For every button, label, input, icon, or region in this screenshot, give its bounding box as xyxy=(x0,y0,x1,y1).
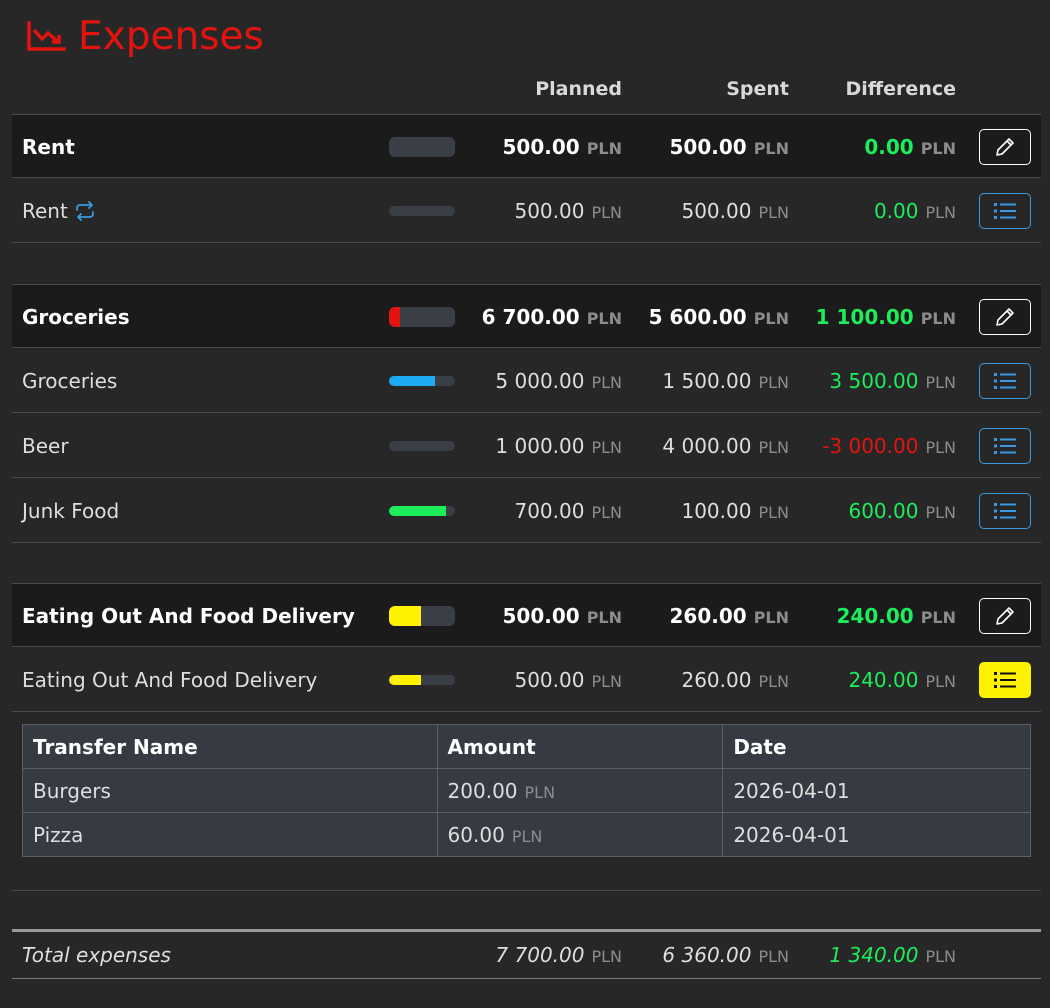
expense-difference: 3 500.00 PLN xyxy=(829,369,956,393)
hide-transfers-button[interactable] xyxy=(979,662,1031,698)
category-planned: 6 700.00 PLN xyxy=(481,305,622,329)
total-spent: 6 360.00 PLN xyxy=(662,943,789,967)
transfer-date: 2026-04-01 xyxy=(722,768,1031,813)
transfer-amount: 200.00 PLN xyxy=(436,768,724,813)
transfers-table: Transfer Name Amount Date Burgers 200.00… xyxy=(22,724,1031,857)
pencil-icon xyxy=(996,138,1014,156)
page-title: Expenses xyxy=(26,13,264,59)
transfer-date: 2026-04-01 xyxy=(722,812,1031,857)
recurring-icon xyxy=(75,200,94,221)
expense-spent: 260.00 PLN xyxy=(681,668,789,692)
category-difference: 1 100.00 PLN xyxy=(815,305,956,329)
column-header-difference: Difference xyxy=(845,78,957,100)
category-spent: 260.00 PLN xyxy=(669,604,790,628)
expense-spent: 1 500.00 PLN xyxy=(662,369,789,393)
category-progress-bar xyxy=(389,307,455,327)
table-row: Pizza 60.00 PLN 2026-04-01 xyxy=(22,812,1031,857)
category-name: Rent xyxy=(22,135,75,159)
expense-name: Groceries xyxy=(22,369,118,393)
column-header-date: Date xyxy=(722,724,1031,769)
category-row-rent: Rent 500.00 PLN 500.00 PLN 0.00 PLN xyxy=(12,114,1041,178)
show-transfers-button[interactable] xyxy=(979,428,1031,464)
transfer-amount: 60.00 PLN xyxy=(436,812,724,857)
category-row-groceries: Groceries 6 700.00 PLN 5 600.00 PLN 1 100.… xyxy=(12,284,1041,348)
expense-name: Junk Food xyxy=(22,499,120,523)
transfer-name: Burgers xyxy=(22,768,438,813)
edit-category-button[interactable] xyxy=(979,299,1031,335)
total-label: Total expenses xyxy=(22,943,171,967)
expense-progress-bar xyxy=(389,206,455,216)
column-header-transfer-name: Transfer Name xyxy=(22,724,438,769)
expense-planned: 700.00 PLN xyxy=(514,499,622,523)
list-icon xyxy=(994,438,1016,454)
trending-down-chart-icon xyxy=(27,21,66,51)
divider xyxy=(12,890,1041,891)
category-difference: 240.00 PLN xyxy=(836,604,957,628)
expense-difference: 0.00 PLN xyxy=(873,199,956,223)
expense-progress-bar xyxy=(389,441,455,451)
transfer-name: Pizza xyxy=(22,812,438,857)
category-planned: 500.00 PLN xyxy=(502,135,623,159)
expense-difference: 600.00 PLN xyxy=(848,499,956,523)
show-transfers-button[interactable] xyxy=(979,493,1031,529)
edit-category-button[interactable] xyxy=(979,598,1031,634)
pencil-icon xyxy=(996,308,1014,326)
list-icon xyxy=(994,503,1016,519)
category-spent: 500.00 PLN xyxy=(669,135,790,159)
category-progress-bar xyxy=(389,137,455,157)
expense-row-groceries: Groceries 5 000.00 PLN 1 500.00 PLN 3 500.… xyxy=(12,349,1041,413)
expense-planned: 500.00 PLN xyxy=(514,199,622,223)
total-planned: 7 700.00 PLN xyxy=(495,943,622,967)
expense-spent: 100.00 PLN xyxy=(681,499,789,523)
category-planned: 500.00 PLN xyxy=(502,604,623,628)
expense-spent: 500.00 PLN xyxy=(681,199,789,223)
show-transfers-button[interactable] xyxy=(979,363,1031,399)
page-title-text: Expenses xyxy=(78,13,264,59)
expense-row-rent: Rent 500.00 PLN 500.00 PLN 0.00 PLN xyxy=(12,179,1041,243)
expense-name: Rent xyxy=(22,179,96,243)
list-icon xyxy=(994,373,1016,389)
column-header-spent: Spent xyxy=(726,78,789,100)
column-header-amount: Amount xyxy=(436,724,724,769)
table-row: Burgers 200.00 PLN 2026-04-01 xyxy=(22,768,1031,813)
expense-name: Eating Out And Food Delivery xyxy=(22,668,318,692)
category-progress-bar xyxy=(389,606,455,626)
expense-progress-bar xyxy=(389,506,455,516)
expense-row-beer: Beer 1 000.00 PLN 4 000.00 PLN -3 000.00 PL… xyxy=(12,414,1041,478)
list-icon xyxy=(994,672,1016,688)
transfers-header-row: Transfer Name Amount Date xyxy=(22,724,1031,769)
category-name: Groceries xyxy=(22,305,130,329)
expense-spent: 4 000.00 PLN xyxy=(662,434,789,458)
show-transfers-button[interactable] xyxy=(979,193,1031,229)
list-icon xyxy=(994,203,1016,219)
edit-category-button[interactable] xyxy=(979,129,1031,165)
total-divider xyxy=(12,929,1041,932)
expense-progress-bar xyxy=(389,675,455,685)
expense-planned: 500.00 PLN xyxy=(514,668,622,692)
category-difference: 0.00 PLN xyxy=(864,135,956,159)
expense-difference: -3 000.00 PLN xyxy=(822,434,956,458)
expense-planned: 5 000.00 PLN xyxy=(495,369,622,393)
category-row-eating-out: Eating Out And Food Delivery 500.00 PLN 2… xyxy=(12,583,1041,647)
column-header-planned: Planned xyxy=(535,78,622,100)
category-name: Eating Out And Food Delivery xyxy=(22,604,355,628)
total-difference: 1 340.00 PLN xyxy=(829,943,956,967)
expense-row-eating-out: Eating Out And Food Delivery 500.00 PLN 2… xyxy=(12,648,1041,712)
pencil-icon xyxy=(996,607,1014,625)
category-spent: 5 600.00 PLN xyxy=(648,305,789,329)
expense-difference: 240.00 PLN xyxy=(848,668,956,692)
expense-planned: 1 000.00 PLN xyxy=(495,434,622,458)
expense-progress-bar xyxy=(389,376,455,386)
expense-row-junk-food: Junk Food 700.00 PLN 100.00 PLN 600.00 PLN xyxy=(12,479,1041,543)
expense-name: Beer xyxy=(22,434,69,458)
total-row: Total expenses 7 700.00 PLN 6 360.00 PLN 1… xyxy=(12,932,1041,979)
